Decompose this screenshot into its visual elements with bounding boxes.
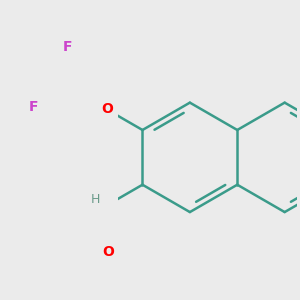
Text: F: F — [28, 100, 38, 114]
Text: O: O — [102, 244, 114, 259]
Text: F: F — [63, 40, 72, 54]
Text: O: O — [101, 102, 113, 116]
Text: H: H — [91, 193, 100, 206]
